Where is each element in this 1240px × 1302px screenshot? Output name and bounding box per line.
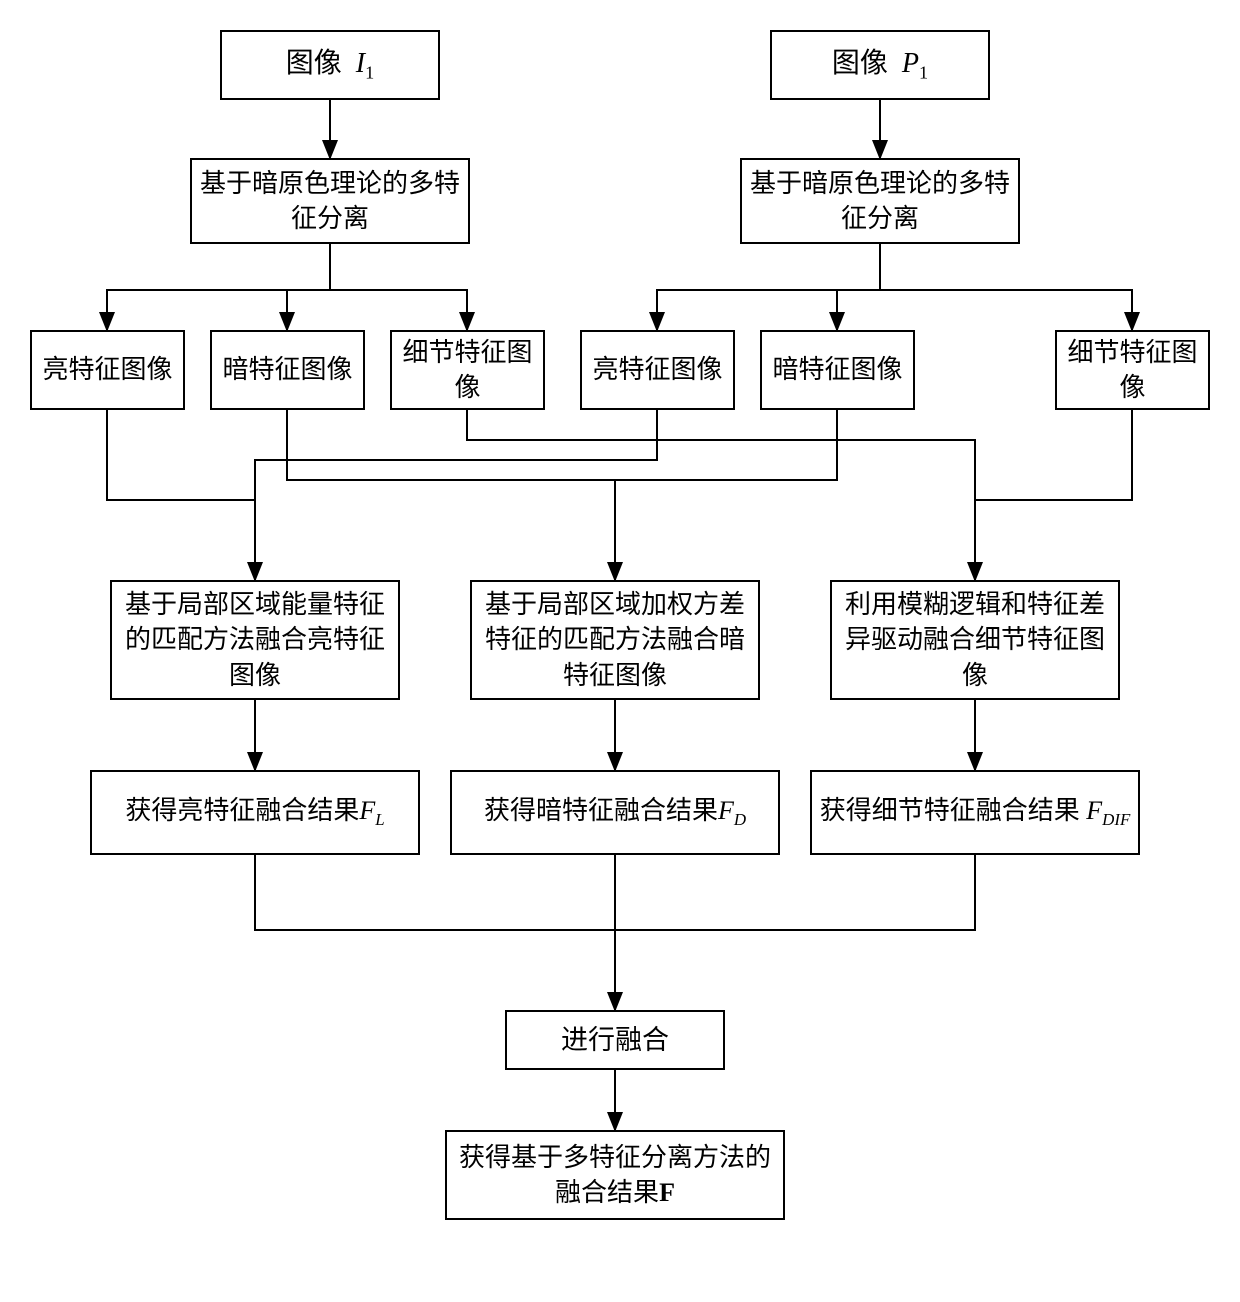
- node-final: 获得基于多特征分离方法的融合结果F: [445, 1130, 785, 1220]
- node-fuse_dark: 基于局部区域加权方差特征的匹配方法融合暗特征图像: [470, 580, 760, 700]
- node-label: 细节特征图像: [1063, 335, 1202, 405]
- node-dark_r: 暗特征图像: [760, 330, 915, 410]
- node-img_i1: 图像 I1: [220, 30, 440, 100]
- node-label: 暗特征图像: [222, 352, 352, 387]
- node-label: 亮特征图像: [592, 352, 722, 387]
- node-label: 图像 P1: [832, 45, 928, 85]
- node-label: 细节特征图像: [398, 335, 537, 405]
- node-label: 暗特征图像: [772, 352, 902, 387]
- node-label: 获得亮特征融合结果FL: [125, 793, 384, 832]
- edge-9: [255, 410, 657, 580]
- edge-3: [287, 244, 330, 330]
- edge-11: [615, 410, 837, 480]
- node-label: 获得细节特征融合结果 FDIF: [820, 793, 1131, 832]
- node-sep_l: 基于暗原色理论的多特征分离: [190, 158, 470, 244]
- edge-8: [107, 410, 255, 580]
- edge-10: [287, 410, 615, 580]
- edge-13: [975, 410, 1132, 580]
- node-dark_l: 暗特征图像: [210, 330, 365, 410]
- node-res_fl: 获得亮特征融合结果FL: [90, 770, 420, 855]
- node-sep_r: 基于暗原色理论的多特征分离: [740, 158, 1020, 244]
- edge-6: [837, 244, 880, 330]
- edge-19: [615, 855, 975, 930]
- edge-12: [467, 410, 975, 580]
- node-label: 获得暗特征融合结果FD: [484, 793, 746, 832]
- node-label: 基于局部区域能量特征的匹配方法融合亮特征图像: [118, 587, 392, 692]
- node-label: 基于局部区域加权方差特征的匹配方法融合暗特征图像: [478, 587, 752, 692]
- node-label: 基于暗原色理论的多特征分离: [748, 166, 1012, 236]
- node-label: 亮特征图像: [42, 352, 172, 387]
- node-label: 基于暗原色理论的多特征分离: [198, 166, 462, 236]
- edge-2: [107, 244, 330, 330]
- node-label: 获得基于多特征分离方法的融合结果F: [453, 1140, 777, 1210]
- edge-5: [657, 244, 880, 330]
- node-bright_l: 亮特征图像: [30, 330, 185, 410]
- node-label: 图像 I1: [286, 45, 374, 85]
- edge-7: [880, 244, 1132, 330]
- node-res_fdif: 获得细节特征融合结果 FDIF: [810, 770, 1140, 855]
- node-bright_r: 亮特征图像: [580, 330, 735, 410]
- node-merge: 进行融合: [505, 1010, 725, 1070]
- node-fuse_detail: 利用模糊逻辑和特征差异驱动融合细节特征图像: [830, 580, 1120, 700]
- edge-4: [330, 244, 467, 330]
- node-detail_r: 细节特征图像: [1055, 330, 1210, 410]
- node-label: 利用模糊逻辑和特征差异驱动融合细节特征图像: [838, 587, 1112, 692]
- edge-17: [255, 855, 615, 1010]
- node-label: 进行融合: [561, 1022, 669, 1058]
- node-detail_l: 细节特征图像: [390, 330, 545, 410]
- node-res_fd: 获得暗特征融合结果FD: [450, 770, 780, 855]
- node-img_p1: 图像 P1: [770, 30, 990, 100]
- node-fuse_bright: 基于局部区域能量特征的匹配方法融合亮特征图像: [110, 580, 400, 700]
